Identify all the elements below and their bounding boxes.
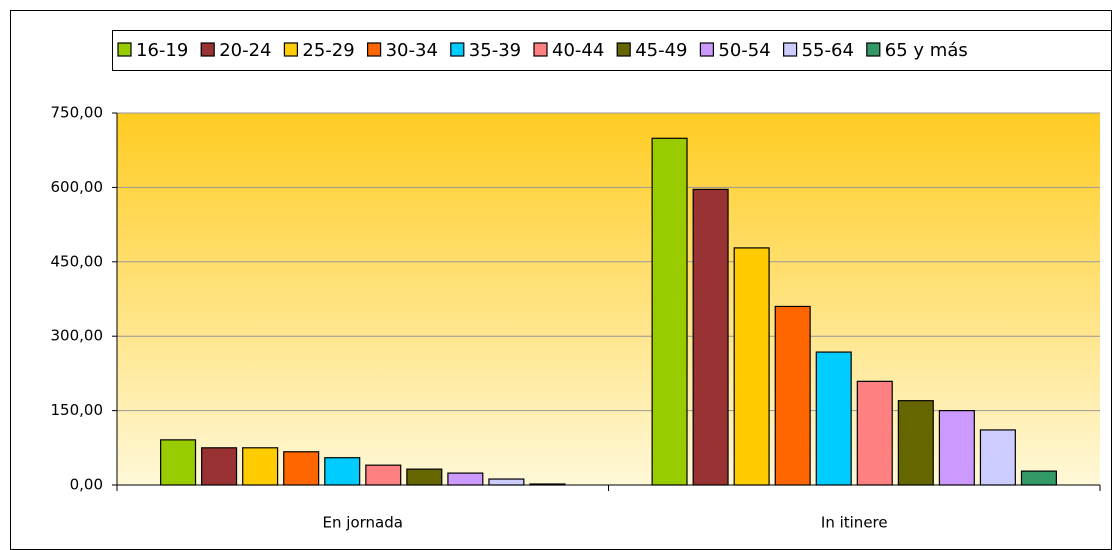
legend-swatch [117,42,132,57]
y-tick-label: 300,00 [51,327,104,345]
legend-label: 55-64 [802,40,854,61]
y-tick-label: 600,00 [51,178,104,196]
legend-swatch [200,42,215,57]
x-tick-label: In itinere [821,514,888,532]
legend-swatch [450,42,465,57]
bar [488,478,525,486]
bar [1020,470,1057,486]
legend-label: 30-34 [386,40,438,61]
bar [692,188,729,486]
legend-swatch [866,42,881,57]
bar [324,457,361,486]
bar [651,137,688,486]
legend-label: 65 y más [885,40,968,61]
bar [897,400,934,486]
legend-label: 25-29 [302,40,354,61]
bar [856,380,893,486]
bar [447,472,484,486]
legend-label: 45-49 [635,40,687,61]
bar [406,468,443,486]
bar [201,447,238,486]
legend-swatch [616,42,631,57]
legend-swatch [533,42,548,57]
legend-swatch [699,42,715,57]
y-tick-label: 450,00 [51,252,104,270]
bar [815,351,852,486]
legend-swatch [367,42,382,57]
x-tick-label: En jornada [323,514,403,532]
bar [733,247,770,486]
legend [112,30,1112,71]
bar [242,447,279,486]
legend-label: 50-54 [718,40,770,61]
bar [774,305,811,486]
plot-area [117,113,1100,485]
bar [938,410,975,486]
legend-swatch [283,42,298,57]
legend-label: 35-39 [469,40,521,61]
y-tick-label: 750,00 [51,104,104,122]
y-tick-label: 0,00 [70,476,103,494]
y-tick-label: 150,00 [51,401,104,419]
bar [529,483,566,486]
bar [283,451,320,486]
bar [979,429,1016,486]
legend-label: 20-24 [219,40,271,61]
legend-label: 40-44 [552,40,604,61]
legend-swatch [782,42,798,57]
legend-label: 16-19 [136,40,188,61]
bar [365,464,402,486]
bar [160,439,197,486]
